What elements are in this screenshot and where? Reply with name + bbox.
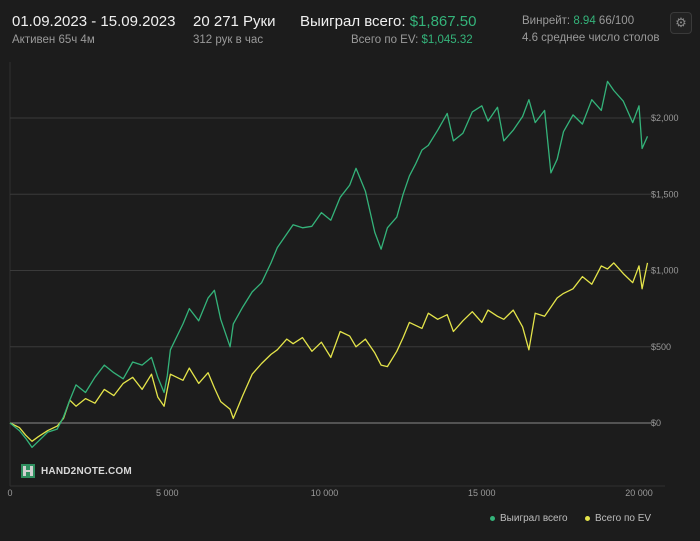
logo-mark-icon: [21, 464, 35, 478]
ev-total-label: Всего по EV:: [351, 34, 419, 46]
won-total: Выиграл всего: $1,867.50: [300, 13, 476, 30]
y-tick-label: $500: [651, 342, 671, 352]
hands-count: 20 271 Руки: [193, 13, 276, 30]
winrate-suffix: 66/100: [598, 15, 635, 27]
gear-icon: ⚙: [675, 15, 687, 30]
ev-total: Всего по EV: $1,045.32: [351, 34, 473, 46]
x-tick-label: 10 000: [311, 488, 339, 498]
y-tick-label: $1,500: [651, 189, 679, 199]
won-total-label: Выиграл всего:: [300, 13, 406, 30]
legend-label-ev: Всего по EV: [595, 513, 652, 524]
y-tick-label: $0: [651, 418, 661, 428]
legend-dot-won-icon: [490, 516, 495, 521]
series-line-ev: [9, 262, 649, 442]
hand2note-logo: HAND2NOTE.COM: [17, 462, 136, 480]
hands-per-hour: 312 рук в час: [193, 34, 264, 46]
settings-button[interactable]: ⚙: [670, 12, 692, 34]
legend-item-won[interactable]: Выиграл всего: [490, 513, 568, 524]
ev-total-value: $1,045.32: [421, 34, 473, 46]
legend-item-ev[interactable]: Всего по EV: [585, 513, 651, 524]
legend-label-won: Выиграл всего: [500, 513, 568, 524]
x-tick-label: 20 000: [625, 488, 653, 498]
legend-dot-ev-icon: [585, 516, 590, 521]
x-tick-label: 0: [7, 488, 12, 498]
active-time: Активен 65ч 4м: [12, 34, 95, 46]
date-range[interactable]: 01.09.2023 - 15.09.2023: [12, 13, 176, 30]
stats-header: 01.09.2023 - 15.09.2023 Активен 65ч 4м 2…: [0, 0, 700, 60]
winrate-label: Винрейт:: [522, 15, 571, 27]
x-tick-label: 5 000: [156, 488, 179, 498]
avg-tables: 4.6 среднее число столов: [522, 32, 660, 44]
logo-text: HAND2NOTE.COM: [41, 465, 132, 477]
y-tick-label: $1,000: [651, 266, 679, 276]
y-tick-label: $2,000: [651, 113, 679, 123]
winrate-value: 8.94: [573, 15, 596, 27]
x-tick-label: 15 000: [468, 488, 496, 498]
winrate: Винрейт: 8.94 66/100: [522, 15, 634, 27]
won-total-value: $1,867.50: [409, 13, 477, 30]
series-line-won: [9, 80, 649, 449]
